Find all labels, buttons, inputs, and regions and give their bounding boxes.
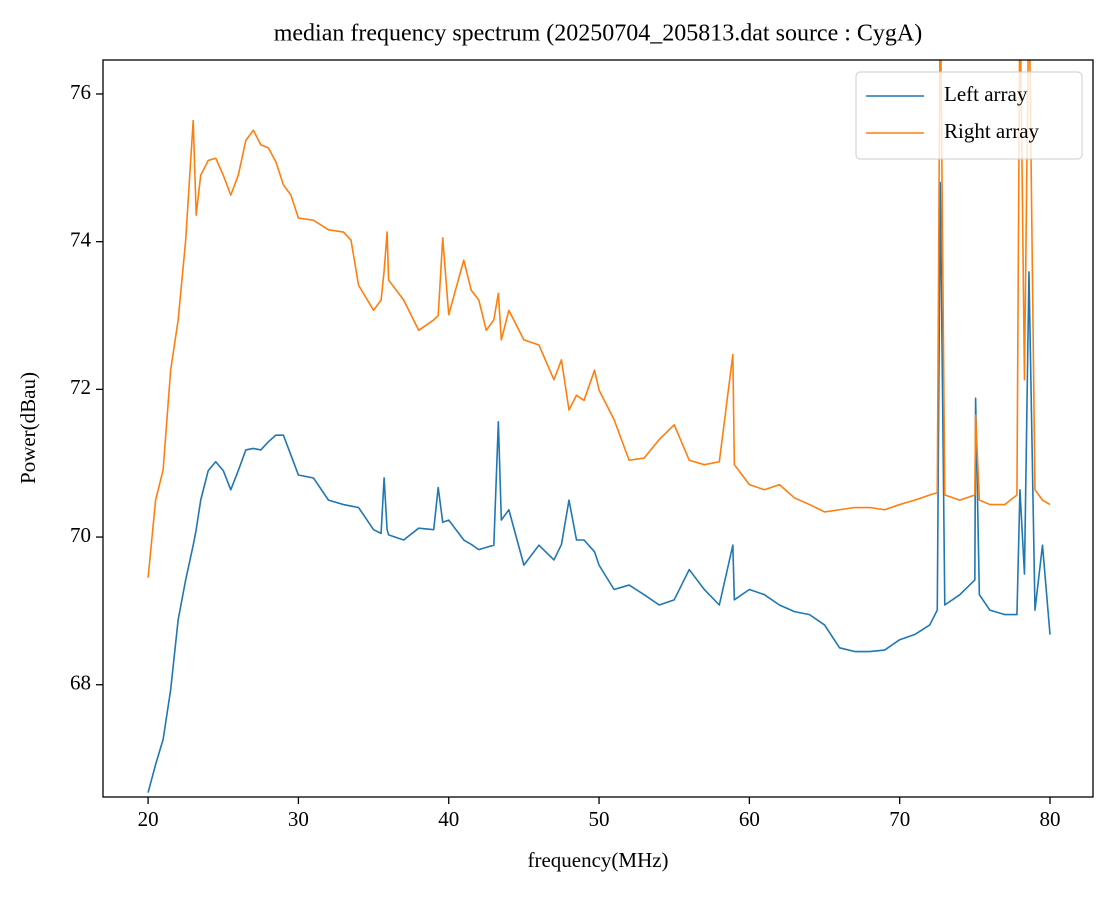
plot-frame <box>102 59 1094 798</box>
y-tick-label: 70 <box>70 523 91 547</box>
y-tick-label: 68 <box>70 671 91 695</box>
y-tick-label: 76 <box>70 80 91 104</box>
series-line <box>147 181 1051 793</box>
x-tick-label: 70 <box>889 807 910 831</box>
x-tick-label: 30 <box>288 807 309 831</box>
y-tick-label: 72 <box>70 375 91 399</box>
x-axis-label: frequency(MHz) <box>527 848 668 872</box>
x-tick-label: 50 <box>589 807 610 831</box>
series-line <box>147 60 1051 578</box>
x-tick-label: 20 <box>138 807 159 831</box>
plot-lines <box>147 60 1051 793</box>
y-tick-label: 74 <box>70 227 92 251</box>
x-tick-label: 60 <box>739 807 760 831</box>
legend-box <box>855 71 1083 160</box>
legend-label: Left array <box>944 82 1028 106</box>
chart-title: median frequency spectrum (20250704_2058… <box>274 21 923 47</box>
legend: Left array Right array <box>855 71 1083 160</box>
x-tick-label: 40 <box>438 807 459 831</box>
legend-label: Right array <box>944 119 1040 143</box>
y-axis-label: Power(dBau) <box>16 372 40 484</box>
x-tick-label: 80 <box>1040 807 1061 831</box>
